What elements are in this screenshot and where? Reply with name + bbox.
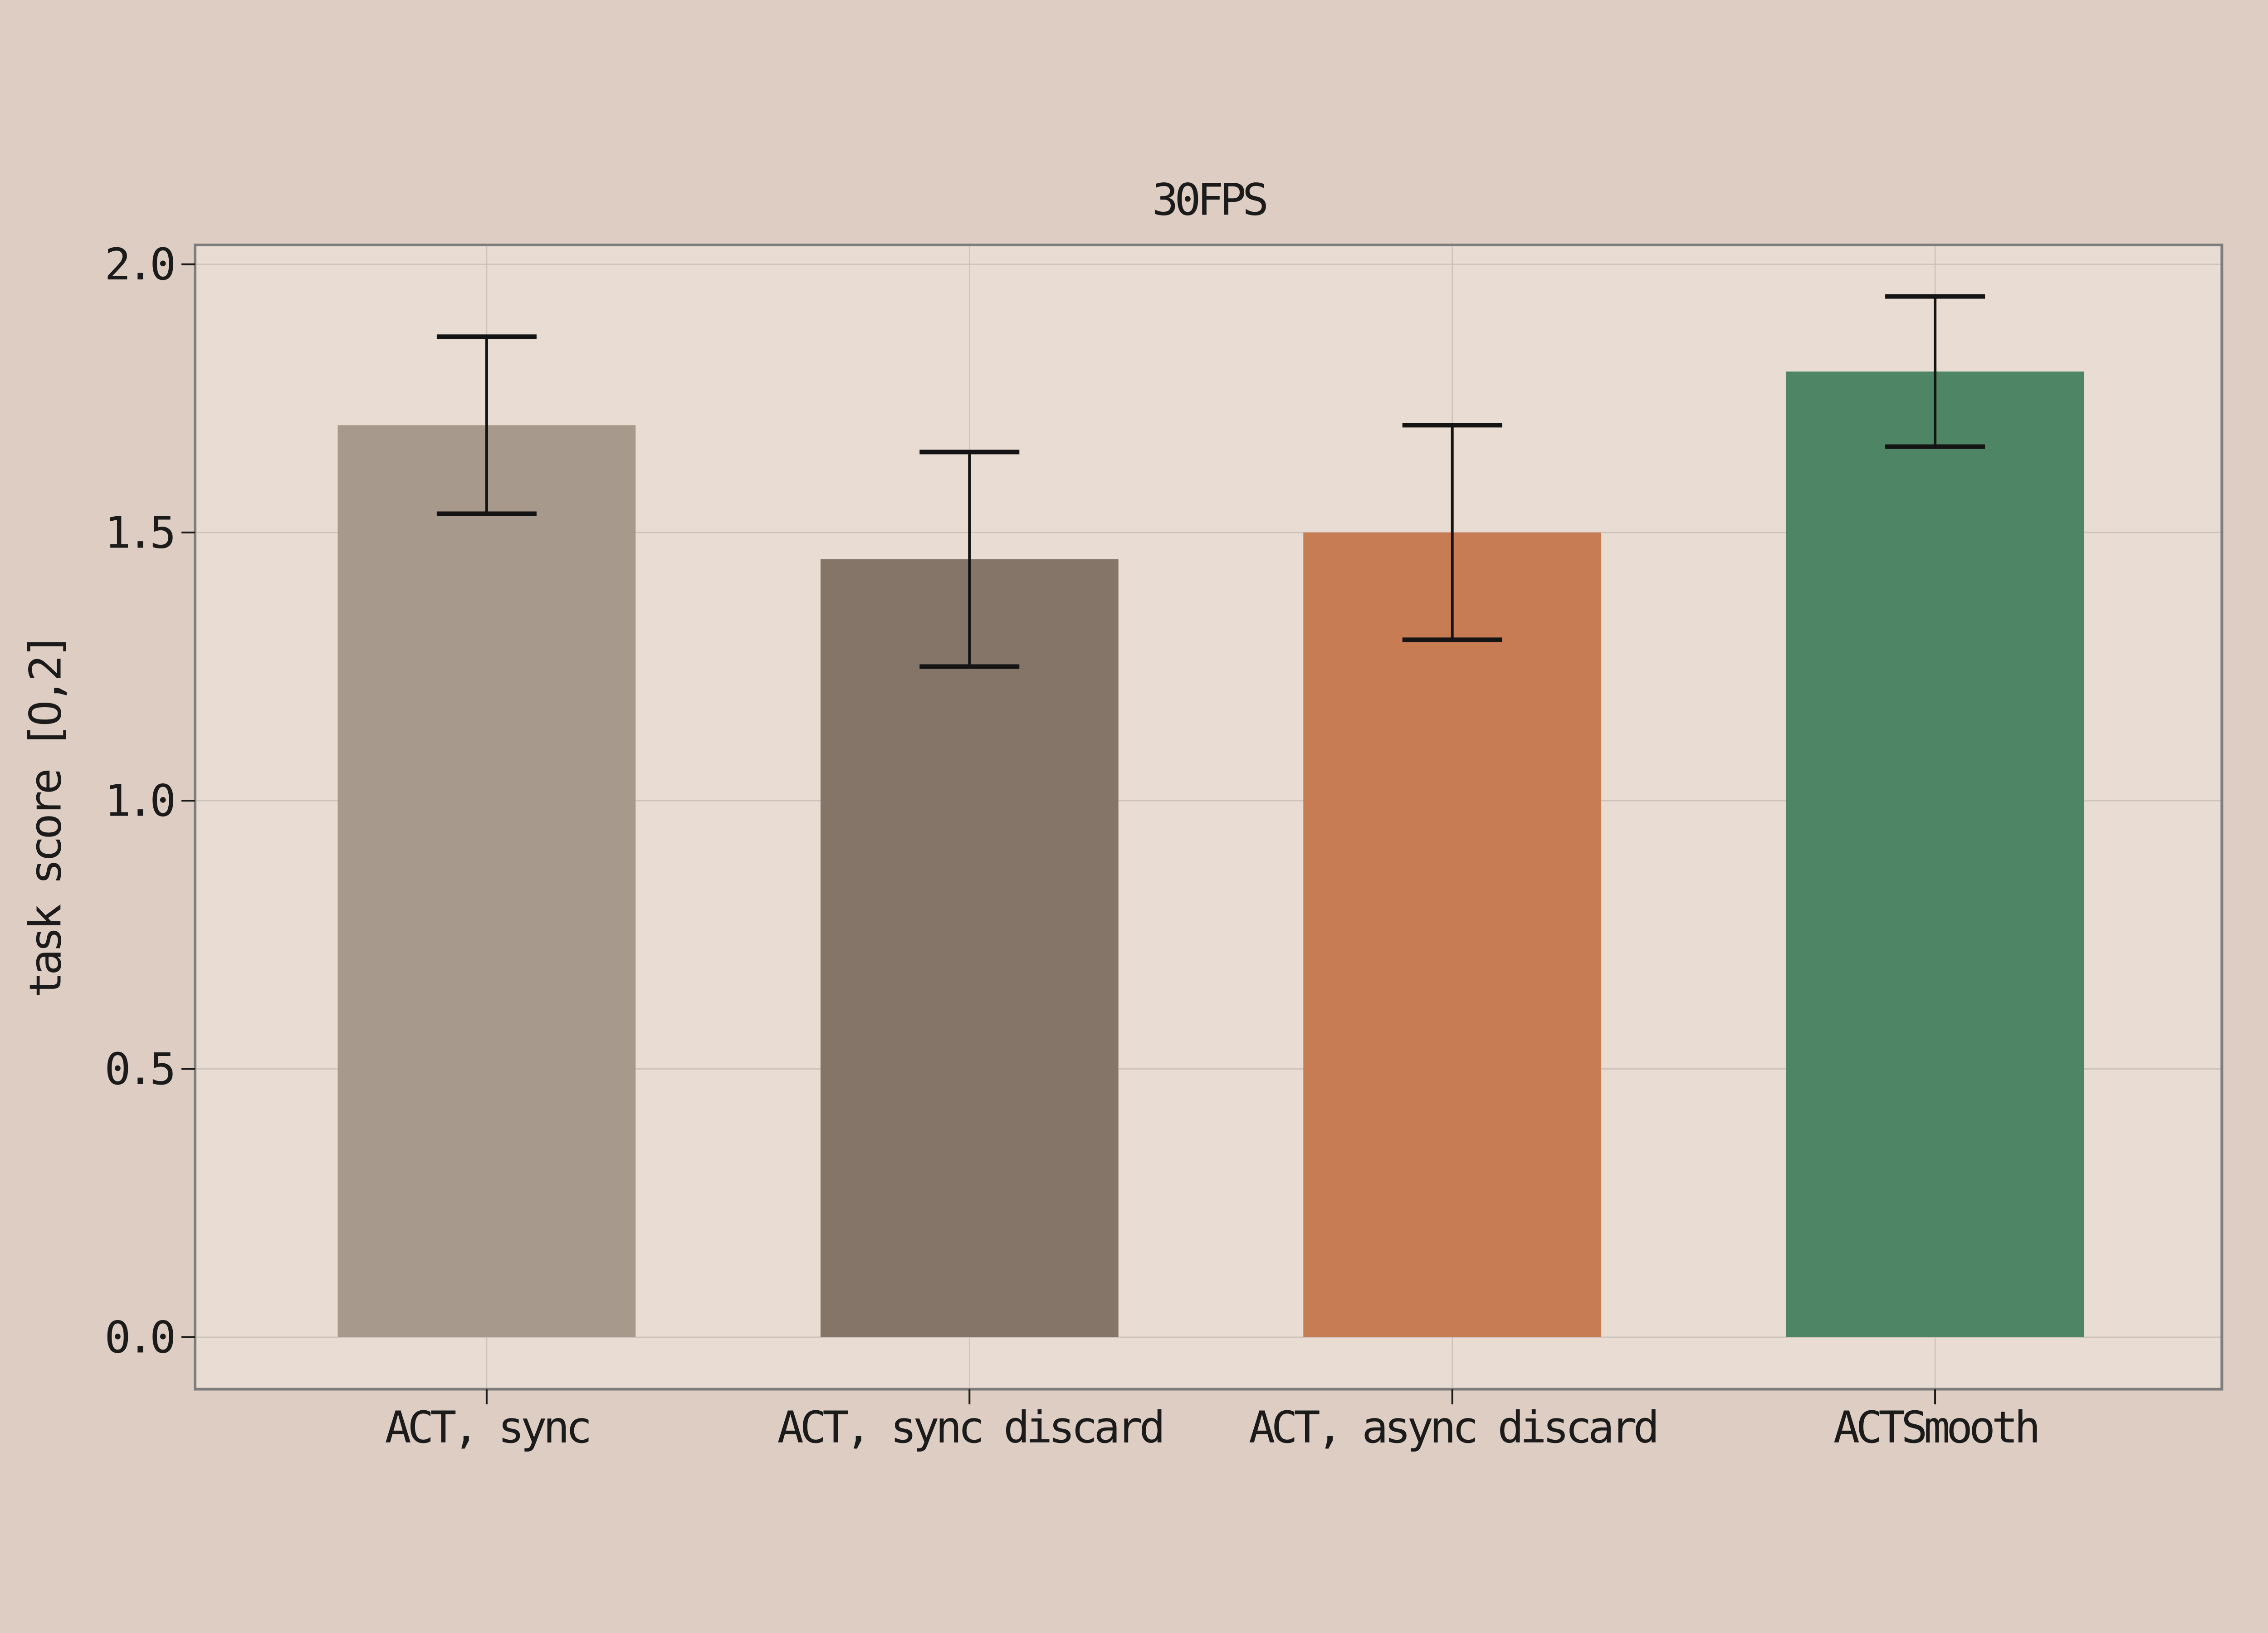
bar-2 <box>820 559 1119 1337</box>
x-tick-label: ACT, sync discard <box>777 1402 1162 1453</box>
y-tick-label: 2.0 <box>104 239 173 290</box>
y-tick-label: 0.5 <box>104 1043 173 1095</box>
bar-3 <box>1303 532 1602 1337</box>
bar-4 <box>1786 372 2084 1337</box>
y-axis-label: task score [O,2] <box>20 636 71 998</box>
chart-title: 30FPS <box>1152 174 1266 225</box>
plot-border <box>194 244 2224 1391</box>
y-tick-label: 0.0 <box>104 1311 173 1363</box>
x-tick-label: ACTSmooth <box>1833 1402 2037 1453</box>
y-tick-label: 1.5 <box>104 507 173 558</box>
x-tick-label: ACT, sync <box>385 1402 589 1453</box>
bar-1 <box>337 425 636 1337</box>
y-tick-label: 1.0 <box>104 775 173 826</box>
x-tick-label: ACT, async discard <box>1249 1402 1656 1453</box>
